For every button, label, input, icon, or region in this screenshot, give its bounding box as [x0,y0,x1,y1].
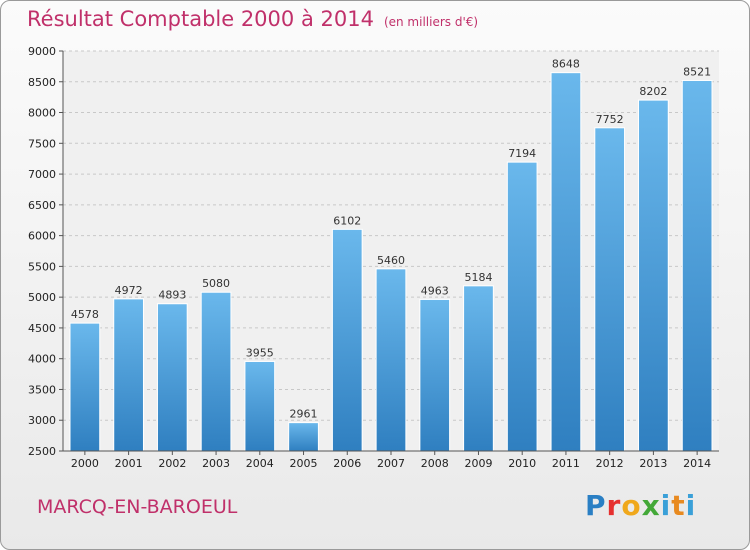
bar-2013 [638,99,669,452]
x-tick-label-2013: 2013 [639,457,667,470]
bar-2001 [113,298,144,452]
x-tick-label-2008: 2008 [421,457,449,470]
bar-2010 [506,161,538,452]
value-label-2001: 4972 [115,284,143,297]
value-label-2000: 4578 [71,308,99,321]
bar-2014 [681,79,713,452]
y-tick-label: 9000 [28,45,56,58]
y-tick-label: 4500 [28,322,56,335]
y-tick-label: 6500 [28,199,56,212]
bar-2008 [419,298,451,452]
value-label-2005: 2961 [290,408,318,421]
y-tick-label: 3500 [28,383,56,396]
value-label-2012: 7752 [596,113,624,126]
value-label-2009: 5184 [464,271,492,284]
chart-title-text: Résultat Comptable 2000 à 2014 [27,7,374,31]
bar-2009 [463,285,494,452]
bar-2002 [156,303,188,452]
value-label-2006: 6102 [333,214,361,227]
x-tick-label-2009: 2009 [464,457,492,470]
value-label-2007: 5460 [377,254,405,267]
y-tick-label: 8000 [28,107,56,120]
x-tick-label-2007: 2007 [377,457,405,470]
value-label-2004: 3955 [246,346,274,359]
value-label-2014: 8521 [683,65,711,78]
value-label-2008: 4963 [421,284,449,297]
y-tick-label: 4000 [28,353,56,366]
proxiti-logo: Proxiti [585,489,697,522]
value-label-2011: 8648 [552,58,580,71]
x-tick-label-2010: 2010 [508,457,536,470]
x-tick-label-2014: 2014 [683,457,711,470]
city-name: MARCQ-EN-BAROEUL [37,496,238,518]
bar-2011 [550,72,582,452]
x-tick-label-2005: 2005 [290,457,318,470]
y-tick-label: 7500 [28,137,56,150]
value-label-2010: 7194 [508,147,536,160]
bar-2005 [288,422,319,452]
x-tick-label-2002: 2002 [158,457,186,470]
y-tick-label: 5000 [28,291,56,304]
bars: 4578 4972 4893 5080 3955 2961 6102 5460 4963 5184… [69,58,713,452]
bar-2003 [200,291,232,452]
y-tick-label: 6000 [28,230,56,243]
chart-title: Résultat Comptable 2000 à 2014 (en millie… [27,7,478,31]
value-label-2002: 4893 [158,289,186,302]
axes: 2500 3000 3500 4000 4500 5000 5500 6000 6500 7000… [28,45,719,470]
x-tick-label-2001: 2001 [115,457,143,470]
chart-unit-note: (en milliers d'€) [383,15,479,29]
value-label-2013: 8202 [639,85,667,98]
bar-2006 [331,228,363,452]
bar-2012 [594,127,626,452]
y-tick-label: 3000 [28,414,56,427]
y-tick-label: 7000 [28,168,56,181]
x-tick-label-2004: 2004 [246,457,274,470]
x-tick-label-2012: 2012 [596,457,624,470]
bar-2004 [244,360,276,452]
x-tick-label-2006: 2006 [333,457,361,470]
x-tick-label-2000: 2000 [71,457,99,470]
y-tick-label: 5500 [28,260,56,273]
y-tick-label: 8500 [28,76,56,89]
y-tick-label: 2500 [28,445,56,458]
bar-2007 [375,268,407,452]
x-tick-label-2011: 2011 [552,457,580,470]
x-tick-label-2003: 2003 [202,457,230,470]
value-label-2003: 5080 [202,277,230,290]
bar-2000 [69,322,101,452]
